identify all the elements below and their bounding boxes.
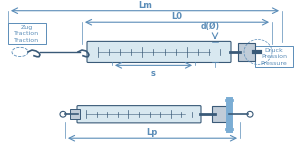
FancyBboxPatch shape: [238, 43, 254, 61]
Text: Druck
Pression
Pressure: Druck Pression Pressure: [261, 48, 287, 66]
FancyBboxPatch shape: [255, 46, 293, 67]
Text: Lm: Lm: [138, 1, 152, 10]
FancyBboxPatch shape: [77, 106, 201, 123]
FancyBboxPatch shape: [212, 106, 226, 122]
Text: Lp: Lp: [146, 128, 158, 137]
FancyBboxPatch shape: [87, 41, 231, 62]
Circle shape: [247, 111, 253, 117]
Text: L0: L0: [172, 12, 182, 21]
FancyBboxPatch shape: [70, 109, 80, 119]
Text: d(Ø): d(Ø): [200, 22, 220, 31]
Text: Zug
Traction
Traction: Zug Traction Traction: [14, 25, 40, 43]
FancyBboxPatch shape: [8, 23, 46, 44]
Circle shape: [60, 111, 66, 117]
Text: s: s: [151, 69, 155, 78]
